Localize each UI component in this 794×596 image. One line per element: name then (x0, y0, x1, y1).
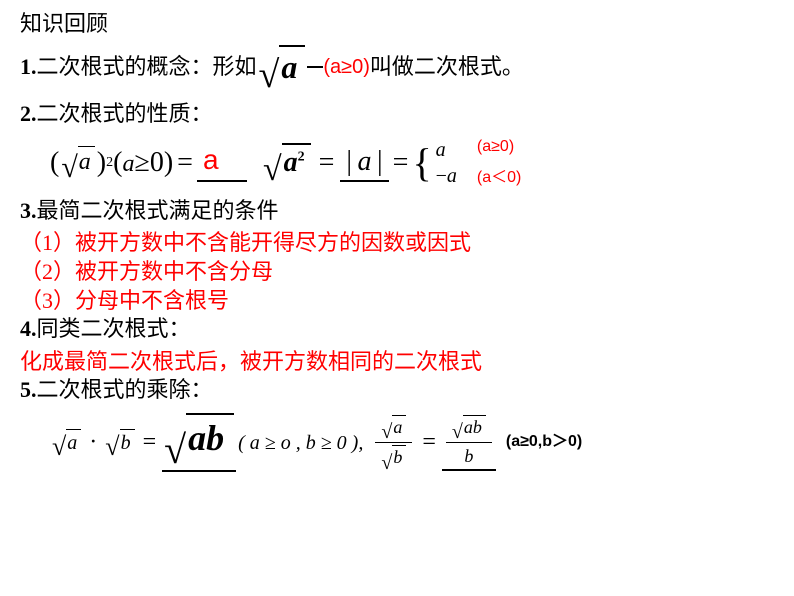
eq-5a: = (143, 427, 157, 458)
cond-top: (a≥0) (477, 137, 521, 158)
item-4-label: 同类二次根式： (37, 315, 191, 344)
cond-div: (a≥0,b＞0) (506, 432, 582, 453)
item-2-expr: ( √ a ) 2 (a≥0) = a √ a2 = | a | = { a −… (50, 137, 774, 189)
item-5-expr: √ a · √ b = √ ab ( a ≥ o , b ≥ 0 ), √ a … (50, 413, 774, 472)
answer-a-text: a (203, 144, 219, 175)
item-3: 3. 最简二次根式满足的条件 (20, 197, 774, 226)
sqrt-a-2: √ a (61, 146, 94, 179)
frac-top-inner: a (392, 415, 406, 440)
item-3-label: 最简二次根式满足的条件 (37, 197, 279, 226)
item-3-line3: （3）分母中不含根号 (20, 287, 774, 316)
cond-1: (a≥0) (113, 145, 173, 181)
sqrt-a-sq-inner: a (284, 147, 298, 178)
brace: { (412, 143, 431, 183)
item-1: 1. 二次根式的概念：形如 √ a (a≥0) 叫做二次根式。 (20, 45, 774, 91)
paren-open: ( (50, 145, 59, 181)
item-2: 2. 二次根式的性质： (20, 100, 774, 129)
item-3-line1: （1）被开方数中不含能开得尽方的因数或因式 (20, 229, 774, 258)
item-5-label: 二次根式的乘除： (37, 376, 213, 405)
item-5: 5. 二次根式的乘除： (20, 376, 774, 405)
sup-2: 2 (106, 154, 113, 172)
sqrt-a-inner: a (279, 45, 305, 91)
item-3-num: 3. (20, 197, 37, 226)
item-1-num: 1. (20, 53, 37, 82)
eq-3: = (393, 145, 409, 181)
item-2-num: 2. (20, 100, 37, 129)
sqrt-a: √ a (259, 45, 306, 91)
item-4: 4. 同类二次根式： (20, 315, 774, 344)
item-2-label: 二次根式的性质： (37, 100, 213, 129)
sqrt-b-5: √ b (105, 429, 134, 457)
item-3-line2: （2）被开方数中不含分母 (20, 258, 774, 287)
paren-close: ) (97, 145, 106, 181)
dot: · (89, 427, 97, 458)
abs-a: | a | (340, 144, 388, 182)
frac-ans-top: ab (463, 415, 486, 440)
frac-bot-inner: b (392, 445, 406, 470)
sqrt-ab-ans: √ ab (162, 413, 236, 472)
eq-2: = (319, 145, 335, 181)
item-1-label: 二次根式的概念：形如 (37, 53, 257, 82)
sqrt-ab-inner: ab (186, 413, 234, 464)
sqrt-b-5-inner: b (120, 429, 135, 457)
brace-top: a (436, 137, 457, 163)
eq-5b: = (422, 427, 436, 458)
item-4-desc: 化成最简二次根式后，被开方数相同的二次根式 (20, 348, 774, 377)
sqrt-a-sq: √ a2 (263, 143, 311, 183)
side-conditions: (a≥0) (a＜0) (477, 137, 521, 189)
title: 知识回顾 (20, 10, 774, 39)
item-4-num: 4. (20, 315, 37, 344)
cond-mul: ( a ≥ o , b ≥ 0 ), (238, 430, 363, 456)
sqrt-a-5: √ a (52, 429, 81, 457)
cond-bot: (a＜0) (477, 168, 521, 189)
blank-answer-a: a (197, 144, 247, 182)
brace-items: a − a (436, 137, 457, 189)
item-5-num: 5. (20, 376, 37, 405)
frac-ans-bot: b (460, 443, 477, 468)
item-1-cond: (a≥0) (323, 54, 370, 80)
sqrt-a-2-inner: a (78, 146, 95, 179)
sqrt-a-5-inner: a (66, 429, 81, 457)
eq-1: = (177, 145, 193, 181)
sqrt-a-sq-sup: 2 (298, 149, 305, 164)
item-1-suffix: 叫做二次根式。 (370, 53, 524, 82)
frac-ans: √ ab b (442, 415, 496, 471)
frac-left: √ a √ b (375, 415, 412, 471)
brace-bot: − a (436, 163, 457, 189)
